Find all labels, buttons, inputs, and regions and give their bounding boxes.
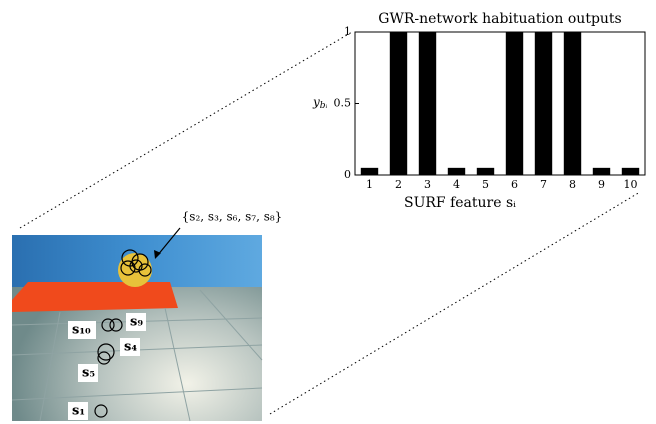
x-tick-label: 9 bbox=[598, 178, 605, 191]
x-tick-label: 5 bbox=[482, 178, 489, 191]
bar bbox=[506, 32, 523, 175]
annotation: {s₂, s₃, s₆, s₇, s₈} bbox=[182, 210, 283, 224]
bar bbox=[593, 168, 610, 175]
bar bbox=[361, 168, 378, 175]
x-axis-title: SURF feature sᵢ bbox=[404, 195, 516, 211]
bar bbox=[419, 32, 436, 175]
chart-title: GWR-network habituation outputs bbox=[378, 11, 621, 27]
photo-mat bbox=[12, 282, 178, 312]
bar bbox=[622, 168, 639, 175]
y-tick-label: 0 bbox=[344, 168, 351, 181]
feature-label: s₁ bbox=[72, 404, 85, 419]
bar bbox=[448, 168, 465, 175]
feature-label: s₁₀ bbox=[72, 323, 91, 338]
x-tick-label: 10 bbox=[624, 178, 638, 191]
bar bbox=[535, 32, 552, 175]
y-tick-label: 0.5 bbox=[334, 97, 352, 110]
x-tick-label: 1 bbox=[366, 178, 373, 191]
x-tick-label: 2 bbox=[395, 178, 402, 191]
feature-label: s₄ bbox=[124, 340, 137, 355]
feature-label: s₉ bbox=[130, 315, 143, 330]
y-axis-title: ybᵢ bbox=[312, 95, 328, 111]
x-tick-label: 3 bbox=[424, 178, 431, 191]
x-tick-label: 8 bbox=[569, 178, 576, 191]
figure: {s₂, s₃, s₆, s₇, s₈} GWR-network habitua… bbox=[0, 0, 656, 424]
y-tick-label: 1 bbox=[344, 25, 351, 38]
bar bbox=[477, 168, 494, 175]
bar bbox=[390, 32, 407, 175]
x-tick-label: 7 bbox=[540, 178, 547, 191]
feature-label: s₅ bbox=[82, 366, 95, 381]
bar bbox=[564, 32, 581, 175]
x-tick-label: 6 bbox=[511, 178, 518, 191]
x-tick-label: 4 bbox=[453, 178, 460, 191]
y-axis-title-sub: bᵢ bbox=[320, 101, 328, 111]
